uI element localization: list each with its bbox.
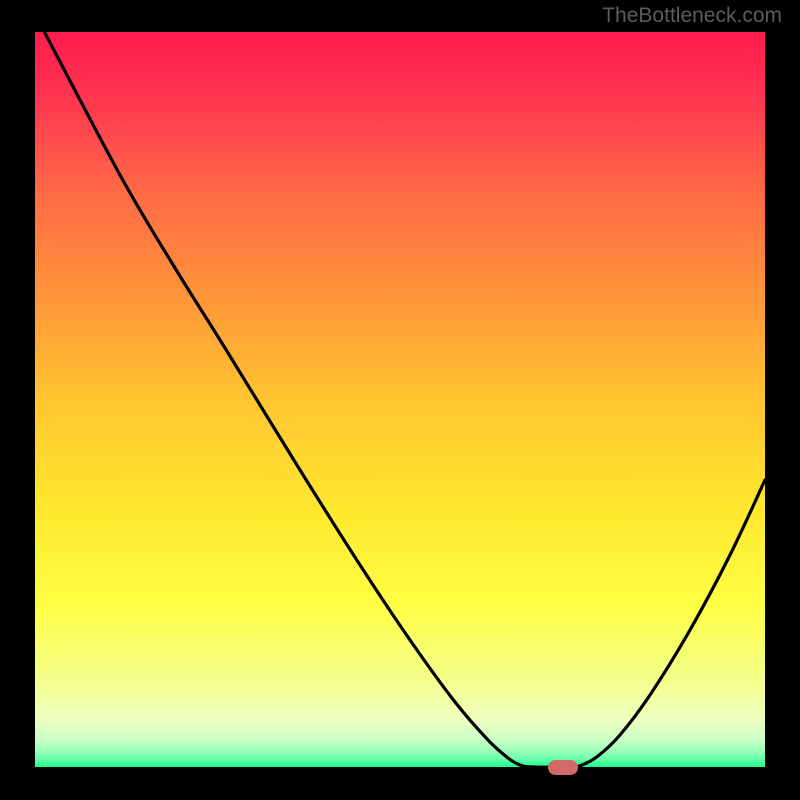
gradient-plot-area bbox=[0, 0, 800, 800]
gradient-fill bbox=[0, 0, 800, 800]
watermark-label: TheBottleneck.com bbox=[602, 4, 782, 28]
chart-container: TheBottleneck.com bbox=[0, 0, 800, 800]
optimal-point-marker bbox=[548, 760, 578, 775]
